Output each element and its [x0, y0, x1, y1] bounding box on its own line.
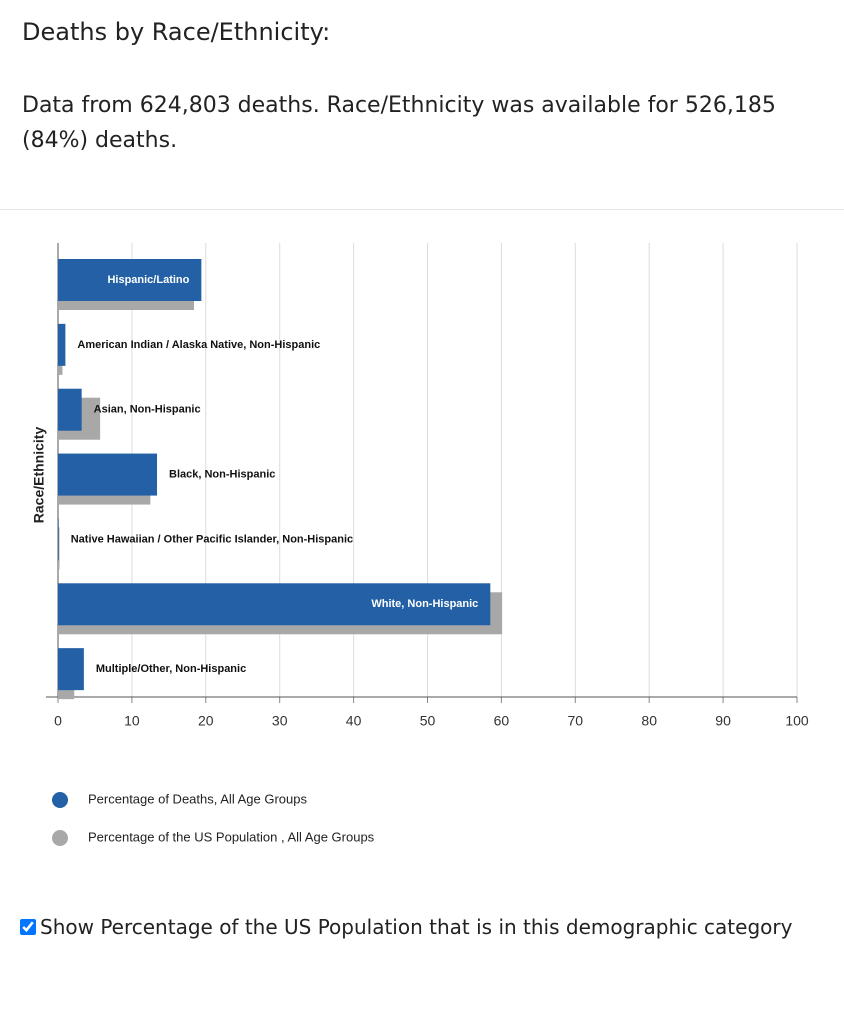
toggle[interactable]: Show Percentage of the US Population tha… [20, 915, 792, 939]
bar [58, 259, 202, 301]
bar [58, 648, 84, 691]
legend-marker [52, 830, 68, 846]
bar [58, 323, 66, 366]
legend-label: Percentage of Deaths, All Age Groups [88, 791, 307, 806]
bar [58, 388, 82, 431]
bar-label: Black, Non-Hispanic [169, 468, 275, 480]
bar-label: White, Non-Hispanic [371, 598, 478, 610]
x-tick-label: 100 [785, 713, 809, 729]
bar [58, 583, 491, 626]
x-tick-label: 50 [420, 713, 436, 729]
x-tick-label: 70 [568, 713, 584, 729]
bar-label: Multiple/Other, Non-Hispanic [96, 663, 246, 675]
legend-label: Percentage of the US Population , All Ag… [88, 829, 375, 844]
y-axis-title: Race/Ethnicity [31, 427, 47, 524]
x-tick-label: 30 [272, 713, 288, 729]
x-tick-label: 80 [641, 713, 657, 729]
x-tick-label: 0 [54, 713, 62, 729]
x-tick-label: 90 [715, 713, 731, 729]
bar-label: Hispanic/Latino [107, 274, 189, 286]
subtitle: Data from 624,803 deaths. Race/Ethnicity… [22, 93, 776, 153]
bar [58, 518, 59, 561]
bar-label: Native Hawaiian / Other Pacific Islander… [71, 533, 353, 545]
x-tick-label: 20 [198, 713, 214, 729]
legend-marker [52, 792, 68, 808]
bar-label: Asian, Non-Hispanic [94, 404, 201, 416]
checkbox[interactable] [20, 919, 36, 935]
title: Deaths by Race/Ethnicity: [22, 18, 331, 46]
checkbox-label: Show Percentage of the US Population tha… [40, 915, 793, 939]
x-tick-label: 10 [124, 713, 140, 729]
chart: Race/Ethnicity 0 10 20 30 40 50 60 70 80 90 100 His… [31, 243, 809, 846]
bar-label: American Indian / Alaska Native, Non-His… [77, 339, 320, 351]
separator [0, 209, 844, 210]
x-tick-label: 40 [346, 713, 362, 729]
x-tick-label: 60 [494, 713, 510, 729]
bar [58, 453, 158, 496]
